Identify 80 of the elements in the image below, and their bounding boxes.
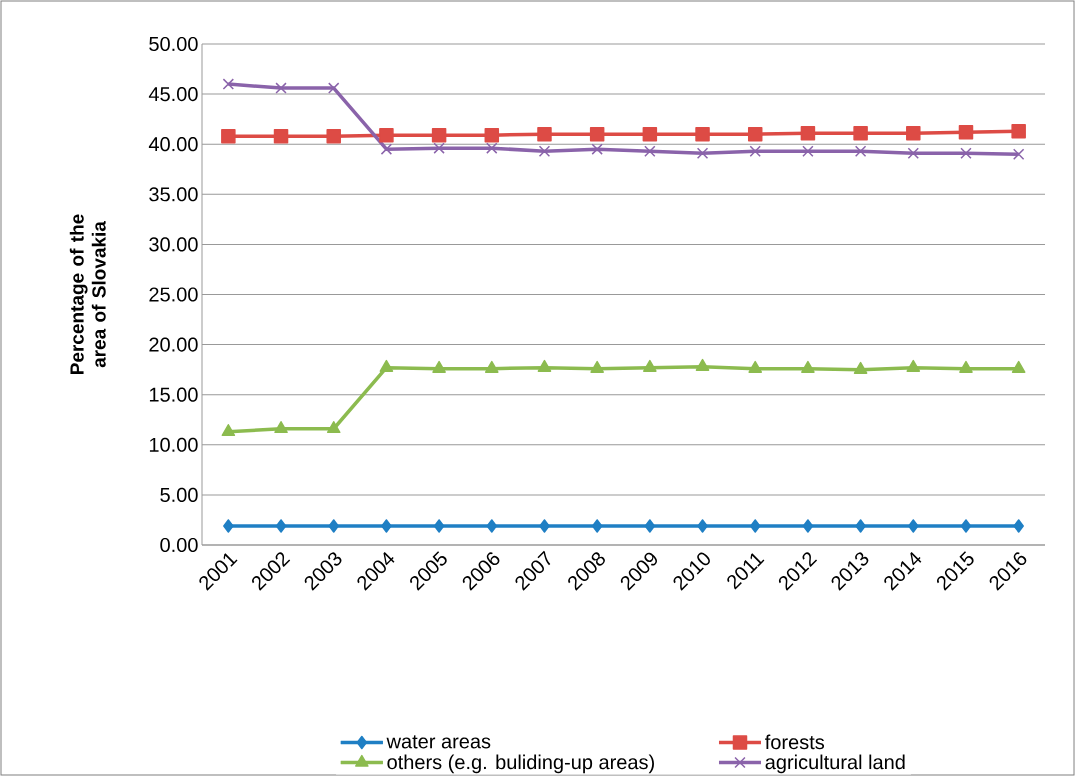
point [854, 145, 867, 157]
y-axis-title: Percentage of the area of Slovakia [69, 214, 106, 374]
y-tick-label: 35.00 [149, 187, 198, 202]
y-tick-label: 5.00 [160, 487, 198, 502]
point [537, 359, 552, 372]
point [484, 360, 499, 373]
point [959, 360, 973, 373]
point [801, 360, 815, 373]
point [433, 519, 445, 533]
point [1012, 148, 1025, 160]
point [591, 519, 603, 533]
point [853, 125, 868, 141]
point [381, 519, 392, 533]
point [644, 145, 656, 157]
point [379, 127, 394, 143]
legend-label: forests [765, 734, 825, 750]
point [484, 127, 500, 143]
point [328, 519, 339, 533]
point [642, 126, 658, 142]
point [1013, 519, 1024, 533]
point [486, 142, 498, 154]
point [539, 519, 550, 533]
point [379, 359, 394, 372]
point [906, 359, 921, 372]
y-tick-label: 25.00 [149, 287, 198, 302]
y-tick-label: 45.00 [148, 87, 198, 102]
y-tick-label: 0.00 [160, 537, 198, 553]
point [589, 126, 605, 142]
point [1011, 360, 1026, 373]
point [222, 78, 235, 90]
y-tick-label: 50.00 [149, 36, 198, 52]
point [800, 125, 816, 141]
point [644, 519, 656, 533]
point [538, 145, 551, 157]
point [537, 126, 552, 142]
point [223, 519, 234, 533]
point [747, 126, 763, 142]
point [908, 519, 919, 533]
point [696, 147, 709, 159]
point [853, 361, 868, 374]
point [749, 145, 761, 157]
point [960, 147, 972, 159]
point [590, 360, 604, 373]
point [855, 519, 866, 533]
point [221, 128, 236, 144]
point [958, 124, 974, 140]
legend-label: agricultural land [765, 754, 905, 774]
point [275, 82, 287, 94]
point [326, 421, 341, 434]
point [591, 143, 603, 155]
point [907, 147, 919, 159]
y-tick-label: 10.00 [149, 437, 198, 452]
point [380, 143, 393, 155]
point [960, 519, 972, 533]
point [643, 359, 657, 372]
point [748, 360, 763, 373]
point [432, 360, 446, 373]
point [431, 127, 447, 143]
point [275, 519, 287, 533]
point [221, 424, 236, 437]
point [486, 519, 498, 533]
point [274, 421, 288, 434]
y-tick-label: 20.00 [149, 337, 198, 352]
point [697, 519, 708, 533]
y-tick-label: 30.00 [149, 237, 198, 252]
y-tick-label: 15.00 [149, 387, 198, 402]
legend-label: others (e.g. buliding-up areas) [387, 754, 654, 774]
y-tick-label: 40.00 [148, 137, 198, 152]
point [326, 128, 341, 144]
point [802, 519, 814, 533]
point [328, 82, 340, 94]
point [695, 126, 710, 142]
point [802, 145, 814, 157]
point [1011, 123, 1026, 139]
point [433, 142, 445, 154]
point [695, 358, 710, 371]
point [906, 125, 921, 141]
point [273, 128, 289, 144]
point [749, 519, 761, 533]
legend-label: water areas [386, 735, 491, 749]
